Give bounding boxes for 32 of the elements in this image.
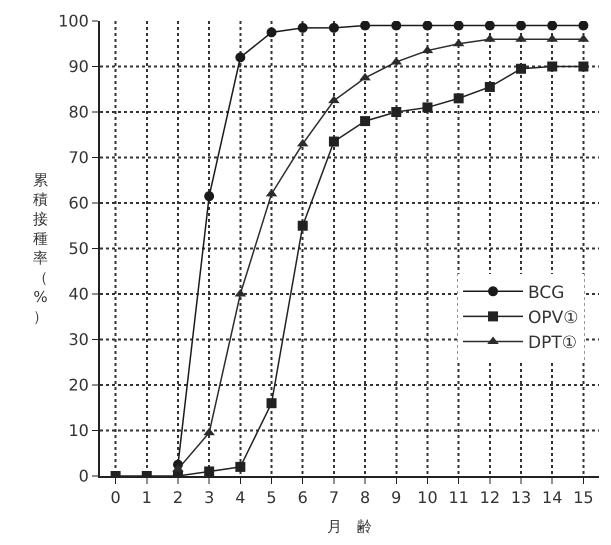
- legend-label: DPT①: [528, 333, 577, 354]
- x-tick-label: 2: [172, 488, 184, 508]
- x-tick-label: 7: [328, 488, 340, 508]
- x-tick-label: 15: [573, 488, 594, 508]
- y-tick-label: 70: [68, 148, 89, 168]
- y-tick-label: 100: [58, 12, 89, 31]
- x-axis-title: 月 齢: [327, 518, 372, 536]
- x-tick-label: 1: [142, 488, 152, 508]
- y-tick-label: 80: [68, 102, 89, 122]
- x-tick-label: 4: [235, 488, 246, 508]
- x-tick-label: 9: [391, 488, 402, 508]
- y-tick-label: 90: [68, 57, 89, 76]
- y-tick-label: 0: [78, 466, 89, 486]
- legend-label: OPV①: [528, 308, 579, 328]
- x-tick-label: 5: [266, 488, 277, 508]
- x-tick-label: 12: [480, 488, 500, 508]
- x-tick-label: 6: [298, 488, 308, 508]
- legend-label: BCG: [528, 282, 564, 303]
- y-tick-label: 40: [68, 284, 89, 304]
- x-tick-label: 14: [542, 488, 562, 508]
- x-tick-label: 10: [417, 488, 438, 508]
- y-tick-label: 30: [68, 330, 89, 350]
- y-tick-label: 50: [68, 239, 89, 258]
- y-tick-label: 10: [68, 421, 89, 440]
- x-tick-label: 8: [360, 488, 370, 508]
- y-tick-label: 60: [68, 194, 89, 213]
- x-tick-label: 0: [110, 488, 121, 508]
- x-tick-label: 13: [510, 488, 532, 508]
- x-tick-label: 11: [448, 488, 469, 508]
- y-axis-title: 累積接種率（%）: [33, 171, 48, 326]
- y-tick-label: 20: [68, 376, 89, 395]
- x-tick-label: 3: [204, 488, 214, 508]
